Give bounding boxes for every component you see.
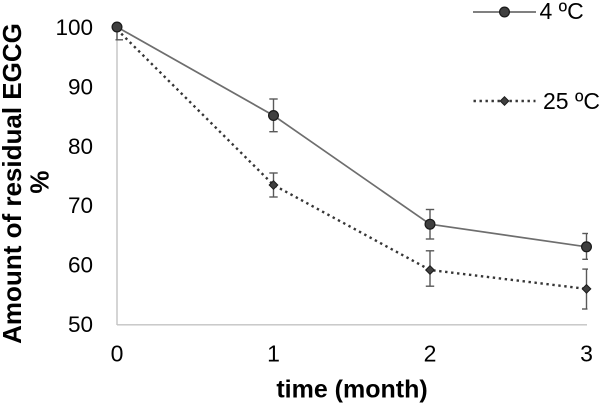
- svg-text:1: 1: [267, 341, 280, 367]
- svg-text:100: 100: [55, 15, 93, 40]
- svg-text:%: %: [25, 170, 55, 193]
- svg-text:90: 90: [68, 74, 93, 99]
- svg-text:80: 80: [68, 134, 93, 159]
- svg-text:4 ºC: 4 ºC: [540, 0, 584, 24]
- svg-text:3: 3: [580, 341, 593, 367]
- svg-text:0: 0: [111, 341, 124, 367]
- svg-text:50: 50: [68, 312, 93, 337]
- svg-text:2: 2: [424, 341, 437, 367]
- svg-text:time (month): time (month): [276, 376, 427, 404]
- svg-text:Amount of residual EGCG: Amount of residual EGCG: [0, 23, 27, 344]
- svg-text:25 ºC: 25 ºC: [543, 88, 600, 114]
- svg-text:60: 60: [68, 253, 93, 278]
- svg-text:70: 70: [68, 193, 93, 218]
